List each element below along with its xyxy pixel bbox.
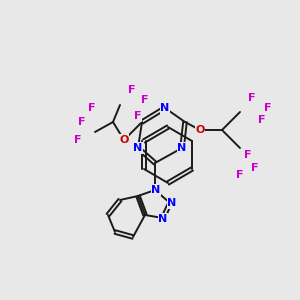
- Text: O: O: [195, 125, 205, 135]
- Text: F: F: [244, 150, 252, 160]
- Text: F: F: [128, 85, 136, 95]
- Text: F: F: [251, 163, 259, 173]
- Text: F: F: [78, 117, 86, 127]
- Text: F: F: [264, 103, 272, 113]
- Text: O: O: [119, 135, 129, 145]
- Text: N: N: [167, 198, 177, 208]
- Text: F: F: [141, 95, 149, 105]
- Text: F: F: [74, 135, 82, 145]
- Text: F: F: [248, 93, 256, 103]
- Text: N: N: [177, 143, 187, 153]
- Text: F: F: [134, 111, 142, 121]
- Text: N: N: [134, 143, 142, 153]
- Text: F: F: [258, 115, 266, 125]
- Text: F: F: [88, 103, 96, 113]
- Text: F: F: [236, 170, 244, 180]
- Text: N: N: [152, 185, 160, 195]
- Text: N: N: [158, 214, 168, 224]
- Text: N: N: [160, 103, 169, 113]
